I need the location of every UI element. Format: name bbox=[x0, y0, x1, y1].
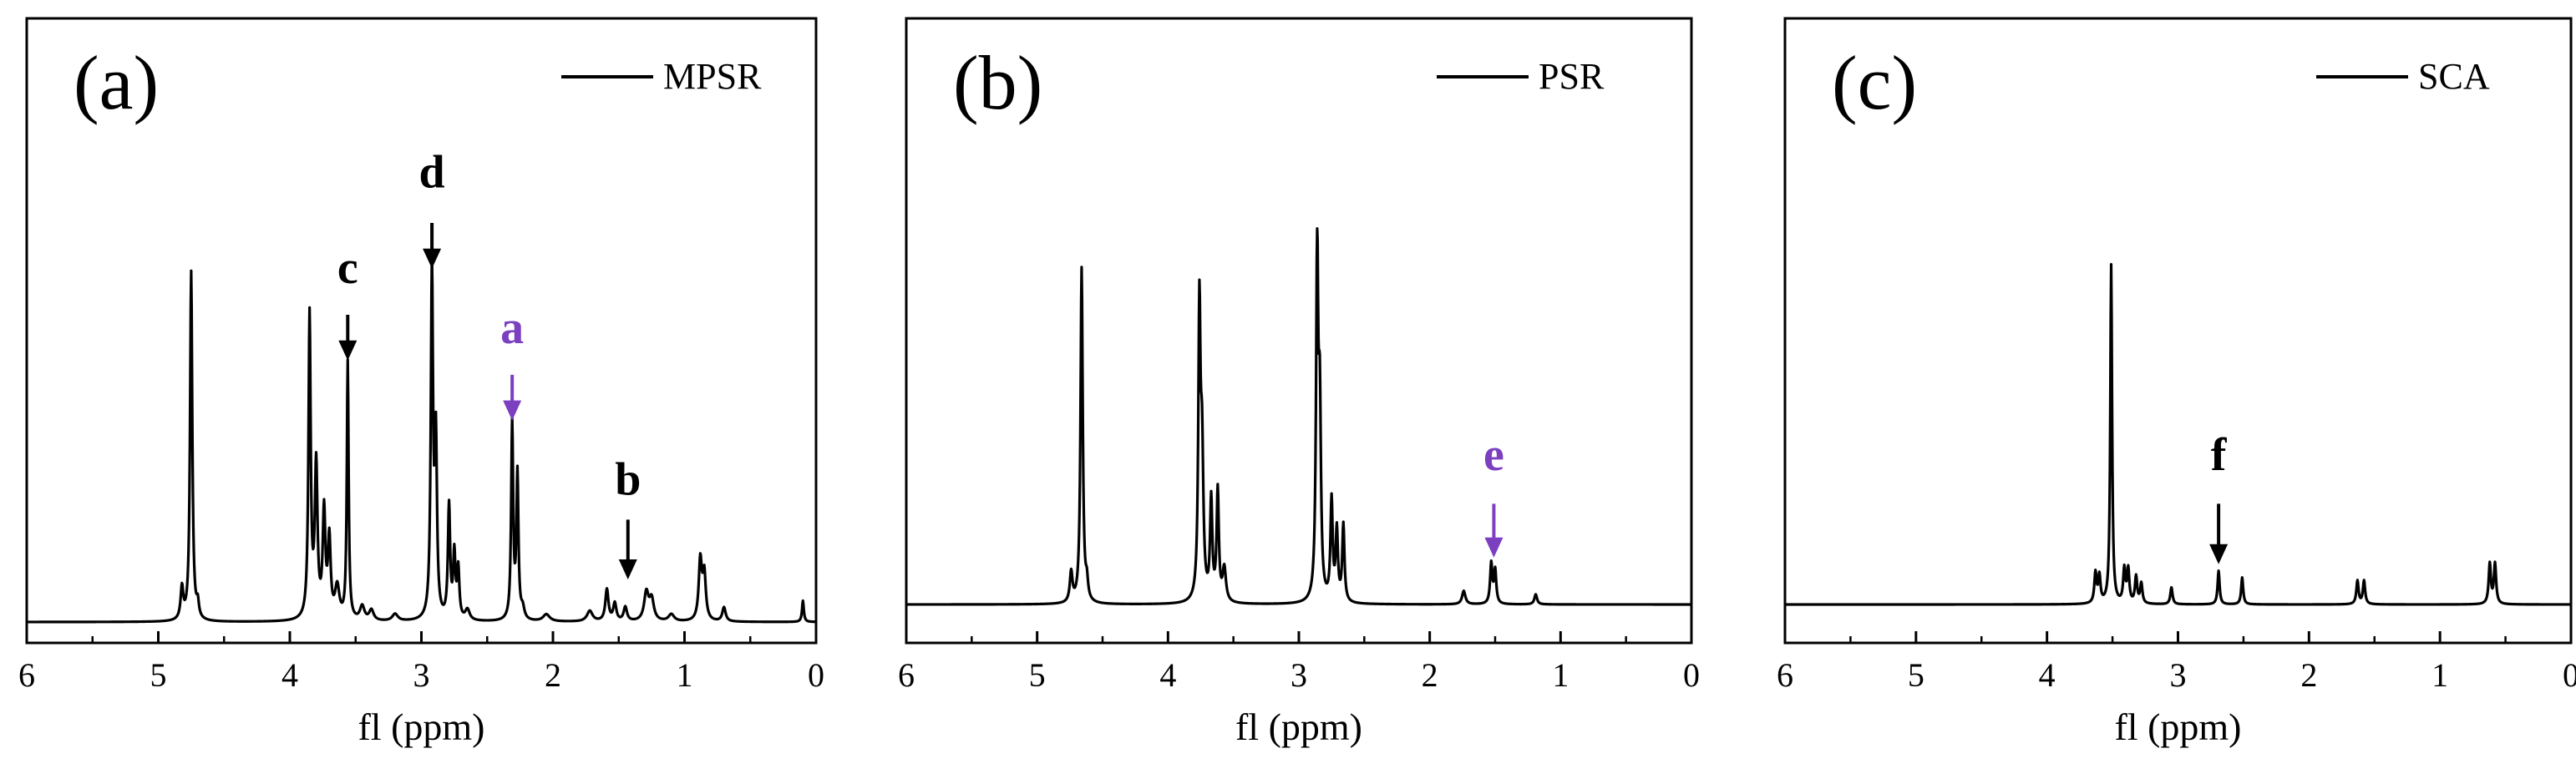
x-tick-label: 1 bbox=[677, 656, 693, 694]
x-tick-label: 4 bbox=[2039, 656, 2056, 694]
peak-annotation-c: c bbox=[337, 242, 358, 294]
panel-label: (c) bbox=[1832, 40, 1917, 125]
legend-label: PSR bbox=[1539, 56, 1605, 97]
x-tick-label: 1 bbox=[2431, 656, 2448, 694]
panel-a: 6 5 4 3 2 1 0 fl (ppm) (a) MPSR c d a b bbox=[18, 17, 824, 748]
spectrum-trace bbox=[25, 252, 818, 624]
peak-point bbox=[522, 611, 523, 612]
legend-label: MPSR bbox=[663, 56, 762, 97]
annotation-arrow-head bbox=[1484, 537, 1504, 558]
x-tick-label: 3 bbox=[413, 656, 430, 694]
peak-annotation-e: e bbox=[1483, 429, 1504, 481]
annotation-arrow-head bbox=[503, 400, 522, 421]
annotation-arrow-head bbox=[423, 248, 442, 269]
annotation-arrow-head bbox=[618, 559, 637, 580]
legend-label: SCA bbox=[2418, 56, 2490, 97]
peak-annotation-b: b bbox=[615, 454, 641, 506]
x-tick-label: 6 bbox=[18, 656, 35, 694]
annotation-arrow-head bbox=[338, 340, 357, 361]
x-tick-label: 5 bbox=[1029, 656, 1046, 694]
peak-annotation-f: f bbox=[2211, 429, 2228, 481]
x-tick-label: 4 bbox=[281, 656, 298, 694]
x-tick-label: 0 bbox=[2563, 656, 2576, 694]
x-tick-label: 1 bbox=[1552, 656, 1569, 694]
peak-point bbox=[197, 608, 198, 609]
peak-point bbox=[1087, 587, 1088, 588]
x-tick-label: 6 bbox=[898, 656, 915, 694]
peak-annotation-d: d bbox=[419, 147, 445, 199]
x-axis-label: fl (ppm) bbox=[1235, 706, 1362, 748]
x-tick-label: 5 bbox=[1908, 656, 1924, 694]
x-tick-label: 0 bbox=[808, 656, 824, 694]
peak-annotation-a: a bbox=[500, 302, 524, 354]
panel-label: (a) bbox=[74, 40, 159, 125]
spectrum-trace bbox=[1783, 262, 2573, 606]
x-tick-label: 2 bbox=[1422, 656, 1438, 694]
x-tick-label: 6 bbox=[1777, 656, 1793, 694]
annotation-arrow-head bbox=[2209, 544, 2229, 564]
x-tick-label: 4 bbox=[1159, 656, 1176, 694]
panel-label: (b) bbox=[953, 40, 1042, 125]
x-tick-label: 3 bbox=[2170, 656, 2187, 694]
x-tick-label: 2 bbox=[2300, 656, 2317, 694]
x-tick-label: 3 bbox=[1291, 656, 1307, 694]
panel-c: 6 5 4 3 2 1 0 fl (ppm) (c) SCA f bbox=[1777, 17, 2576, 748]
x-tick-label: 0 bbox=[1683, 656, 1700, 694]
x-axis-label: fl (ppm) bbox=[357, 706, 484, 748]
x-axis-label: fl (ppm) bbox=[2114, 706, 2241, 748]
x-tick-label: 5 bbox=[150, 656, 167, 694]
panel-b: 6 5 4 3 2 1 0 fl (ppm) (b) PSR e bbox=[898, 17, 1700, 748]
x-tick-label: 2 bbox=[545, 656, 561, 694]
spectrum-trace bbox=[905, 227, 1693, 606]
